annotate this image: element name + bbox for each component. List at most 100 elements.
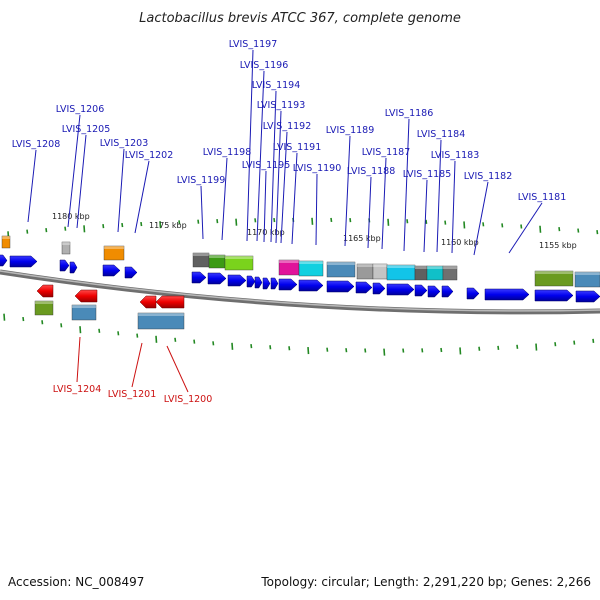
gene-label[interactable]: LVIS_1191	[273, 142, 322, 153]
cds-arrow	[441, 285, 454, 298]
scale-tick	[250, 344, 253, 349]
scale-tick	[425, 219, 428, 224]
gene-label[interactable]: LVIS_1194	[252, 80, 301, 91]
scale-tick	[102, 224, 105, 229]
cds-arrow	[414, 284, 428, 297]
scale-tick	[178, 220, 181, 225]
scale-tick	[520, 224, 523, 229]
scale-tick	[155, 335, 158, 343]
gene-label[interactable]: LVIS_1186	[385, 108, 434, 119]
gene-label[interactable]: LVIS_1206	[56, 104, 105, 115]
gene-label-reverse[interactable]: LVIS_1200	[164, 394, 213, 405]
feature-box-shine	[387, 265, 415, 268]
feature-box-shine	[35, 301, 53, 304]
cds-arrow	[575, 290, 600, 303]
gene-label[interactable]: LVIS_1192	[263, 121, 312, 132]
label-leader-line	[27, 149, 37, 223]
scale-label: 1165 kbp	[343, 234, 381, 243]
gene-label[interactable]: LVIS_1182	[464, 171, 513, 182]
gene-label[interactable]: LVIS_1183	[431, 150, 480, 161]
cds-arrow	[270, 277, 279, 290]
scale-tick	[501, 223, 504, 228]
scale-label: 1180 kbp	[52, 212, 90, 221]
gene-label-reverse[interactable]: LVIS_1204	[53, 384, 102, 395]
scale-tick	[330, 217, 333, 223]
feature-box	[326, 261, 356, 278]
feature-box-shine	[279, 260, 299, 263]
gene-label[interactable]: LVIS_1202	[125, 150, 174, 161]
label-leader-line	[423, 179, 428, 253]
cds-arrow	[386, 283, 415, 296]
cds-arrow	[59, 259, 70, 272]
cds-arrow-reverse	[74, 289, 98, 303]
scale-tick	[117, 331, 120, 336]
feature-box	[34, 300, 54, 316]
scale-tick	[421, 348, 424, 353]
feature-box-shine	[72, 305, 96, 308]
gene-label[interactable]: LVIS_1190	[293, 163, 342, 174]
scale-tick	[387, 218, 390, 226]
cds-arrow	[254, 276, 263, 289]
scale-tick	[440, 347, 443, 353]
feature-box	[442, 265, 458, 281]
gene-label[interactable]: LVIS_1197	[229, 39, 278, 50]
label-leader-line	[367, 176, 372, 249]
scale-tick	[193, 339, 196, 344]
gene-label[interactable]: LVIS_1185	[403, 169, 452, 180]
feature-box	[1, 235, 11, 249]
gene-label[interactable]: LVIS_1196	[240, 60, 289, 71]
scale-tick	[535, 343, 538, 351]
cds-arrow	[427, 285, 441, 298]
cds-arrow	[69, 261, 78, 274]
genome-summary-text: Topology: circular; Length: 2,291,220 bp…	[260, 575, 591, 589]
scale-tick	[539, 225, 542, 233]
scale-tick	[254, 218, 257, 223]
label-leader-line	[315, 173, 318, 246]
cds-arrow	[466, 287, 480, 300]
gene-label[interactable]: LVIS_1208	[12, 139, 61, 150]
cds-arrow	[326, 280, 355, 293]
feature-box-shine	[327, 262, 355, 265]
scale-tick	[364, 348, 367, 353]
label-leader-line	[280, 131, 288, 244]
gene-label-reverse[interactable]: LVIS_1201	[108, 389, 157, 400]
forward-label-leaders	[27, 49, 543, 256]
cds-arrow	[372, 282, 386, 295]
gene-label[interactable]: LVIS_1187	[362, 147, 411, 158]
genome-backbone	[0, 269, 600, 315]
gene-label[interactable]: LVIS_1199	[177, 175, 226, 186]
feature-box-shine	[193, 253, 209, 256]
accession-text: Accession: NC_008497	[8, 575, 144, 589]
scale-tick	[444, 220, 447, 225]
feature-box-shine	[535, 271, 573, 274]
feature-box	[137, 312, 185, 330]
scale-tick	[174, 337, 177, 342]
cds-arrow	[207, 272, 227, 285]
gene-label[interactable]: LVIS_1198	[203, 147, 252, 158]
feature-box	[224, 255, 254, 271]
scale-tick	[216, 219, 219, 224]
scale-tick	[64, 226, 67, 231]
gene-label[interactable]: LVIS_1188	[347, 166, 396, 177]
forward-gene-labels: LVIS_1181 LVIS_1182 LVIS_1183 LVIS_1184 LVIS…	[12, 39, 567, 203]
gene-label[interactable]: LVIS_1203	[100, 138, 149, 149]
gene-label[interactable]: LVIS_1189	[326, 125, 375, 136]
gene-label[interactable]: LVIS_1195	[242, 160, 291, 171]
label-leader-line	[221, 157, 228, 241]
label-leader-line	[403, 118, 410, 252]
feature-box-shine	[62, 242, 70, 245]
feature-boxes	[1, 235, 600, 330]
scale-tick	[212, 341, 215, 346]
gene-label[interactable]: LVIS_1205	[62, 124, 111, 135]
gene-label[interactable]: LVIS_1184	[417, 129, 466, 140]
feature-box	[298, 260, 324, 277]
scale-tick	[311, 217, 314, 225]
feature-box-shine	[575, 272, 600, 275]
gene-label[interactable]: LVIS_1193	[257, 100, 306, 111]
label-leader-line	[76, 134, 87, 229]
label-leader-line	[256, 70, 265, 242]
scale-tick	[349, 218, 352, 223]
cds-arrow	[0, 254, 8, 267]
gene-label[interactable]: LVIS_1181	[518, 192, 567, 203]
label-leader-line	[67, 114, 81, 228]
